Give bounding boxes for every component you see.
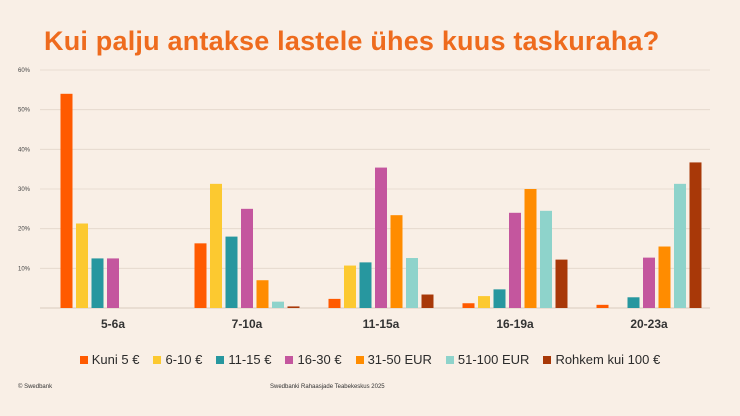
legend-swatch: [216, 355, 225, 364]
chart-title: Kui palju antakse lastele ühes kuus task…: [44, 26, 660, 56]
bar: [421, 294, 434, 308]
bar: [658, 246, 671, 308]
bar: [256, 280, 269, 308]
x-tick-label: 20-23a: [630, 317, 668, 331]
legend-swatch: [153, 355, 162, 364]
chart-legend: Kuni 5 € 6-10 € 11-15 € 16-30 € 31-50 EUR 51-…: [0, 352, 740, 367]
bar: [272, 301, 284, 308]
bar: [344, 265, 356, 308]
y-tick-label: 30%: [18, 187, 31, 193]
y-tick-label: 60%: [18, 68, 31, 74]
bar: [462, 303, 475, 308]
legend-swatch: [79, 355, 88, 364]
bar: [540, 210, 552, 308]
legend-label: 31-50 EUR: [367, 352, 432, 367]
legend-label: 51-100 EUR: [457, 352, 530, 367]
legend-item: 11-15 €: [216, 352, 271, 367]
bar: [406, 258, 418, 308]
x-tick-label: 7-10a: [232, 317, 263, 331]
copyright-text: © Swedbank: [18, 384, 53, 390]
legend-label: 11-15 €: [228, 352, 272, 367]
bar: [241, 208, 253, 308]
x-tick-label: 16-19a: [496, 317, 534, 331]
legend-swatch: [355, 355, 364, 364]
bar: [643, 257, 655, 308]
bar: [194, 243, 207, 308]
bar: [375, 167, 387, 308]
bar: [596, 304, 609, 308]
y-tick-label: 50%: [18, 108, 31, 114]
bar: [60, 93, 73, 308]
legend-item: 51-100 EUR: [445, 352, 530, 367]
bar: [478, 296, 490, 308]
bar: [674, 183, 686, 308]
bar: [689, 162, 702, 308]
source-text: Swedbanki Rahaasjade Teabekeskus 2025: [270, 384, 385, 390]
legend-item: Kuni 5 €: [79, 352, 140, 367]
bar: [328, 298, 341, 308]
legend-item: 16-30 €: [285, 352, 342, 367]
bar: [287, 306, 300, 308]
bar: [225, 236, 238, 308]
bar: [524, 189, 537, 308]
legend-label: Rohkem kui 100 €: [555, 352, 661, 367]
bar: [76, 223, 88, 308]
bar: [107, 258, 119, 308]
legend-swatch: [445, 355, 454, 364]
legend-label: Kuni 5 €: [91, 352, 140, 367]
legend-item: Rohkem kui 100 €: [543, 352, 660, 367]
bar: [493, 289, 506, 308]
legend-swatch: [285, 355, 294, 364]
bar: [210, 183, 222, 308]
legend-swatch: [543, 355, 552, 364]
bar: [509, 212, 521, 308]
legend-label: 16-30 €: [297, 352, 342, 367]
legend-item: 31-50 EUR: [355, 352, 432, 367]
legend-item: 6-10 €: [153, 352, 202, 367]
y-tick-label: 10%: [18, 266, 31, 272]
y-tick-label: 40%: [18, 147, 31, 153]
y-tick-label: 20%: [18, 227, 31, 233]
bar: [359, 262, 372, 308]
legend-label: 6-10 €: [165, 352, 203, 367]
bar: [91, 258, 104, 308]
bar: [390, 215, 403, 308]
x-tick-label: 5-6a: [101, 317, 125, 331]
bar: [555, 259, 568, 308]
bar: [627, 297, 640, 308]
x-tick-label: 11-15a: [363, 317, 400, 331]
